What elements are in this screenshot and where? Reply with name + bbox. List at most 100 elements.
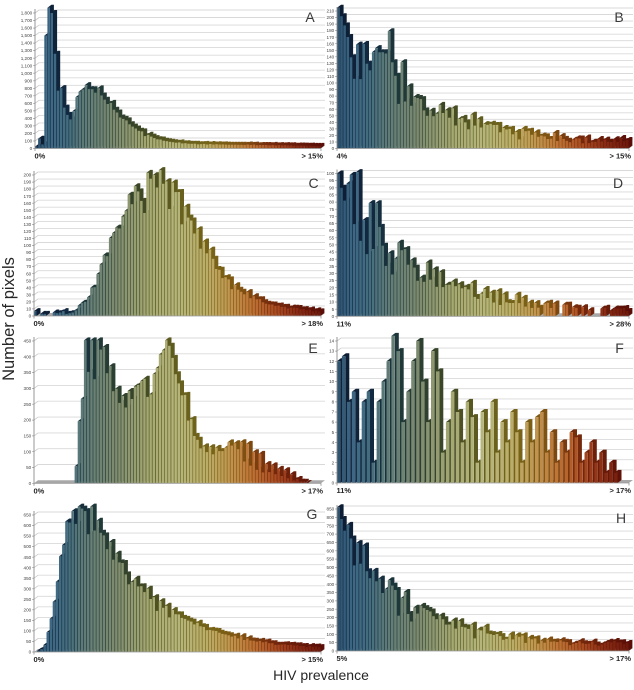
svg-text:E: E <box>308 340 317 356</box>
svg-text:75: 75 <box>329 207 335 212</box>
svg-text:600: 600 <box>25 101 33 106</box>
svg-text:100: 100 <box>24 243 32 248</box>
svg-text:100: 100 <box>327 171 335 176</box>
svg-text:120: 120 <box>327 68 335 73</box>
svg-text:20: 20 <box>329 285 335 290</box>
svg-text:80: 80 <box>26 257 32 262</box>
svg-text:110: 110 <box>24 236 32 241</box>
svg-text:400: 400 <box>24 565 32 570</box>
svg-text:350: 350 <box>24 370 32 375</box>
svg-text:10: 10 <box>329 140 335 145</box>
svg-text:550: 550 <box>327 557 335 562</box>
svg-text:750: 750 <box>327 523 335 528</box>
svg-text:1: 1 <box>332 471 335 476</box>
svg-text:10: 10 <box>329 300 335 305</box>
svg-text:450: 450 <box>24 555 32 560</box>
svg-text:85: 85 <box>329 193 335 198</box>
svg-text:0%: 0% <box>34 319 45 328</box>
svg-text:G: G <box>307 506 318 522</box>
svg-text:1,600: 1,600 <box>21 26 33 31</box>
svg-text:3: 3 <box>332 450 335 455</box>
svg-text:0: 0 <box>332 314 335 319</box>
svg-text:100: 100 <box>25 139 33 144</box>
svg-text:0: 0 <box>29 650 32 655</box>
svg-text:190: 190 <box>24 180 32 185</box>
svg-text:> 17%: > 17% <box>610 654 632 663</box>
svg-text:0: 0 <box>332 146 335 151</box>
svg-text:1,100: 1,100 <box>21 63 33 68</box>
svg-text:300: 300 <box>24 386 32 391</box>
svg-text:150: 150 <box>24 434 32 439</box>
svg-text:1,400: 1,400 <box>21 41 33 46</box>
svg-text:11%: 11% <box>337 319 352 328</box>
svg-text:120: 120 <box>24 229 32 234</box>
svg-text:C: C <box>308 175 318 191</box>
svg-text:10: 10 <box>329 379 335 384</box>
svg-text:200: 200 <box>24 173 32 178</box>
svg-text:9: 9 <box>332 389 335 394</box>
svg-text:300: 300 <box>24 586 32 591</box>
svg-text:50: 50 <box>26 465 32 470</box>
svg-text:140: 140 <box>24 215 32 220</box>
svg-text:550: 550 <box>24 534 32 539</box>
svg-text:200: 200 <box>24 418 32 423</box>
svg-text:1,200: 1,200 <box>21 56 33 61</box>
svg-text:100: 100 <box>24 449 32 454</box>
svg-text:20: 20 <box>329 133 335 138</box>
svg-text:900: 900 <box>25 78 33 83</box>
svg-text:50: 50 <box>329 243 335 248</box>
svg-text:450: 450 <box>327 573 335 578</box>
svg-text:50: 50 <box>329 640 335 645</box>
svg-text:50: 50 <box>26 639 32 644</box>
svg-text:5: 5 <box>332 307 335 312</box>
svg-text:Number of pixels: Number of pixels <box>0 257 18 381</box>
svg-text:1,700: 1,700 <box>21 18 33 23</box>
svg-text:5%: 5% <box>337 654 348 663</box>
svg-text:200: 200 <box>25 131 33 136</box>
svg-text:1,300: 1,300 <box>21 48 33 53</box>
svg-text:180: 180 <box>24 187 32 192</box>
svg-text:5: 5 <box>332 430 335 435</box>
svg-text:15: 15 <box>329 293 335 298</box>
svg-text:6: 6 <box>332 420 335 425</box>
svg-text:400: 400 <box>25 116 33 121</box>
svg-text:> 15%: > 15% <box>302 152 324 161</box>
svg-text:40: 40 <box>26 285 32 290</box>
svg-text:800: 800 <box>327 515 335 520</box>
svg-text:60: 60 <box>26 271 32 276</box>
svg-text:> 17%: > 17% <box>302 486 324 495</box>
svg-text:150: 150 <box>327 624 335 629</box>
svg-text:300: 300 <box>25 124 33 129</box>
svg-text:600: 600 <box>327 548 335 553</box>
svg-text:60: 60 <box>329 228 335 233</box>
svg-text:400: 400 <box>327 582 335 587</box>
svg-text:700: 700 <box>25 93 33 98</box>
svg-text:A: A <box>305 9 315 25</box>
svg-text:0: 0 <box>29 314 32 319</box>
svg-text:30: 30 <box>329 271 335 276</box>
svg-text:10: 10 <box>26 307 32 312</box>
svg-text:90: 90 <box>329 185 335 190</box>
svg-text:45: 45 <box>329 250 335 255</box>
svg-text:0%: 0% <box>34 655 45 664</box>
svg-text:500: 500 <box>25 109 33 114</box>
svg-text:25: 25 <box>329 278 335 283</box>
svg-text:8: 8 <box>332 400 335 405</box>
svg-text:800: 800 <box>25 86 33 91</box>
svg-text:35: 35 <box>329 264 335 269</box>
svg-text:650: 650 <box>327 540 335 545</box>
svg-text:450: 450 <box>24 339 32 344</box>
svg-text:7: 7 <box>332 410 335 415</box>
svg-text:100: 100 <box>24 629 32 634</box>
svg-text:30: 30 <box>329 127 335 132</box>
svg-text:20: 20 <box>26 300 32 305</box>
svg-text:4%: 4% <box>337 152 348 161</box>
svg-text:80: 80 <box>329 200 335 205</box>
svg-text:500: 500 <box>24 544 32 549</box>
svg-text:350: 350 <box>24 576 32 581</box>
svg-text:190: 190 <box>327 22 335 27</box>
svg-text:95: 95 <box>329 178 335 183</box>
svg-text:200: 200 <box>327 615 335 620</box>
svg-text:HIV prevalence: HIV prevalence <box>273 667 369 683</box>
svg-text:140: 140 <box>327 54 335 59</box>
